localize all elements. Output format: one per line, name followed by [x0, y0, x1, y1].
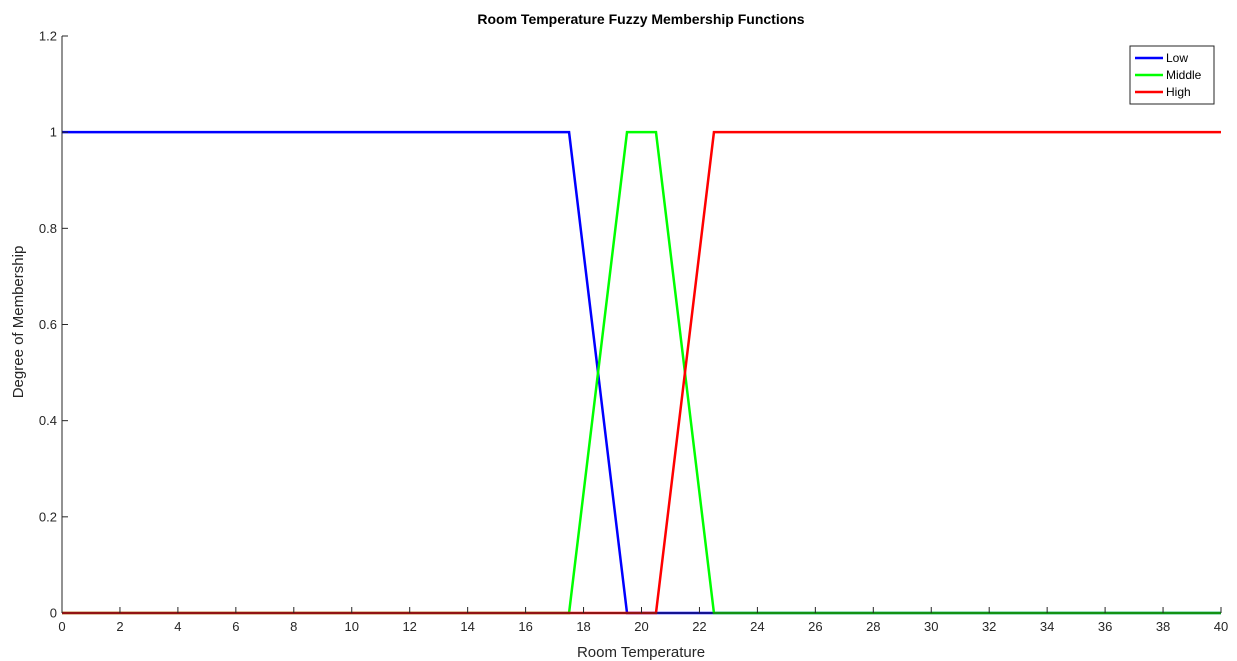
y-tick-label: 1: [50, 125, 57, 140]
series-line-low: [62, 130, 1221, 615]
series-line-middle: [62, 130, 1221, 615]
axes: 0 2 4 6 8 10 12 14 16 18 20 22 24 26 28 30 32 34 36 38 4000.…: [39, 29, 1228, 635]
y-tick-label: 1.2: [39, 29, 57, 44]
x-axis-label: Room Temperature: [577, 644, 705, 661]
legend-label-high: High: [1166, 85, 1191, 99]
x-tick-label: 14: [460, 619, 474, 634]
y-tick-label: 0.8: [39, 221, 57, 236]
x-tick-label: 16: [518, 619, 532, 634]
x-tick-label: 10: [345, 619, 359, 634]
legend-label-low: Low: [1166, 51, 1188, 65]
x-tick-label: 38: [1156, 619, 1170, 634]
y-tick-label: 0.2: [39, 509, 57, 524]
y-tick-label: 0.4: [39, 413, 57, 428]
x-tick-label: 34: [1040, 619, 1054, 634]
y-axis-label: Degree of Membership: [10, 246, 27, 399]
x-tick-label: 28: [866, 619, 880, 634]
x-tick-label: 0: [58, 619, 65, 634]
x-tick-label: 12: [402, 619, 416, 634]
plot-area: [62, 130, 1221, 615]
x-tick-label: 8: [290, 619, 297, 634]
x-tick-label: 18: [576, 619, 590, 634]
x-tick-label: 6: [232, 619, 239, 634]
y-tick-label: 0: [50, 606, 57, 621]
legend-label-middle: Middle: [1166, 68, 1202, 82]
x-tick-label: 2: [116, 619, 123, 634]
x-tick-label: 26: [808, 619, 822, 634]
x-tick-label: 32: [982, 619, 996, 634]
x-tick-label: 24: [750, 619, 764, 634]
x-tick-label: 20: [634, 619, 648, 634]
y-tick-label: 0.6: [39, 317, 57, 332]
x-tick-label: 36: [1098, 619, 1112, 634]
x-tick-label: 4: [174, 619, 181, 634]
series-line-high: [62, 130, 1221, 615]
x-tick-label: 30: [924, 619, 938, 634]
chart-title: Room Temperature Fuzzy Membership Functi…: [477, 11, 804, 27]
x-tick-label: 40: [1214, 619, 1228, 634]
x-tick-label: 22: [692, 619, 706, 634]
legend: Low Middle High: [1129, 45, 1215, 105]
